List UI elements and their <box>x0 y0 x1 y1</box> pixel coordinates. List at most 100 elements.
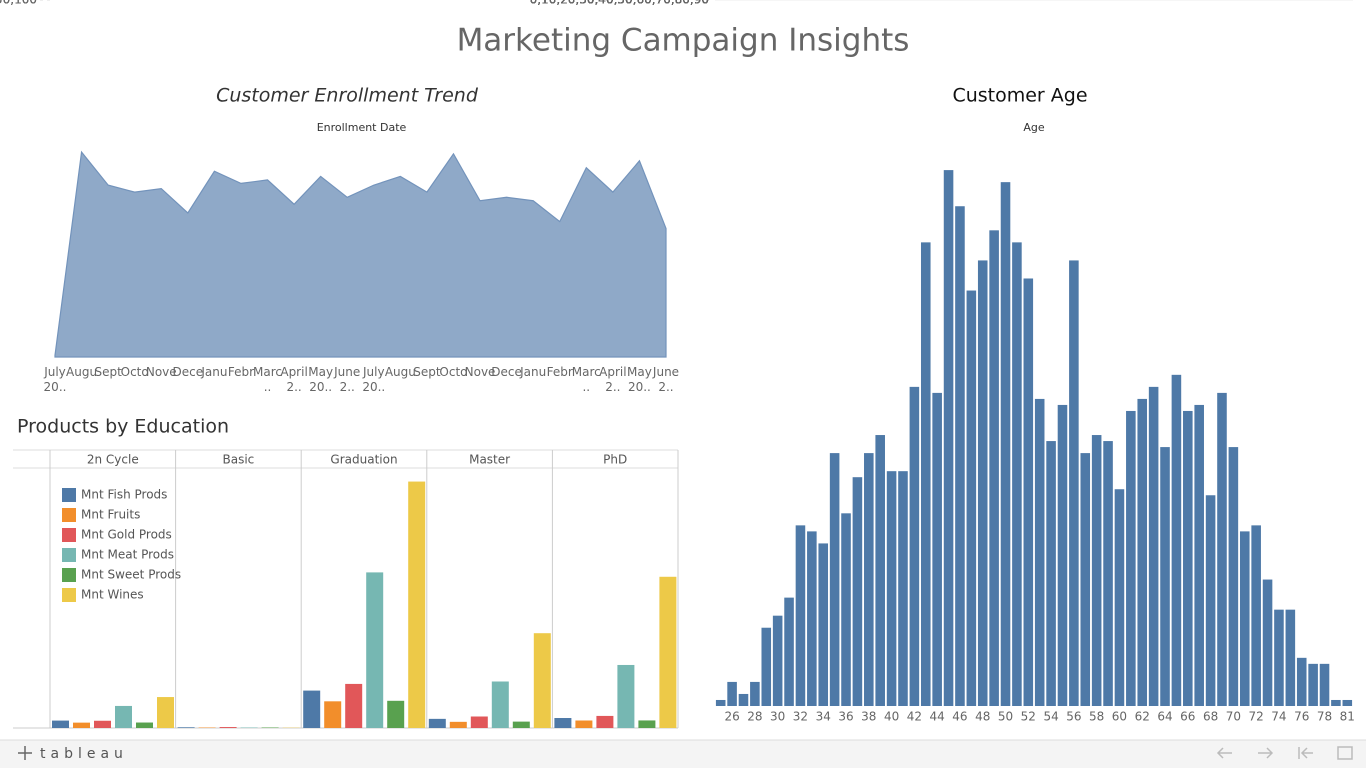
facet-label: Basic <box>223 453 255 467</box>
bar <box>1183 410 1193 706</box>
x-tick-label: 70 <box>1226 710 1241 724</box>
bar <box>1057 404 1068 706</box>
x-tick-label: 34 <box>816 710 831 724</box>
x-tick-label: 44 <box>930 710 945 724</box>
bar <box>1080 453 1091 706</box>
chart-title: Customer Enrollment Trend <box>216 85 479 107</box>
facet-label: 2n Cycle <box>87 453 139 467</box>
x-tick-label: Marc.. <box>253 365 282 394</box>
bar <box>1228 447 1239 706</box>
x-tick-label: April 2.. <box>280 365 307 394</box>
facet-label: Graduation <box>330 453 397 467</box>
bar <box>1262 579 1273 706</box>
legend-label: Mnt Wines <box>81 588 144 602</box>
y-tick-label: 0,10,20,30,40,50,60,70,80,90 <box>530 0 709 7</box>
bar <box>1308 663 1318 706</box>
bar <box>366 572 384 728</box>
x-tick-label: 54 <box>1043 710 1058 724</box>
bar <box>875 435 885 706</box>
bar <box>428 718 446 728</box>
x-tick-label: 60 <box>1112 710 1127 724</box>
x-tick-label: 58 <box>1089 710 1104 724</box>
y-tick-label: 0,10,20,30,40,50,60,70,80,90 <box>530 0 709 7</box>
bar <box>1274 609 1284 706</box>
x-tick-label: May 20.. <box>308 365 333 394</box>
bar <box>470 716 488 728</box>
bar <box>886 471 897 706</box>
x-tick-label: Nove <box>146 365 177 379</box>
bar <box>1160 447 1170 706</box>
bar <box>136 722 153 728</box>
y-tick-label: 0,10,20,30,40,50,60,70,80,90 <box>530 0 709 7</box>
x-tick-label: 28 <box>747 710 762 724</box>
facet-label: Master <box>469 453 510 467</box>
bar <box>1126 410 1136 706</box>
legend-label: Mnt Meat Prods <box>81 548 174 562</box>
bar <box>1194 404 1204 706</box>
bar <box>1342 699 1353 706</box>
x-tick-label: 30 <box>770 710 785 724</box>
chart-title: Customer Age <box>952 85 1087 107</box>
x-tick-label: May 20.. <box>627 365 652 394</box>
bar <box>909 386 920 706</box>
bar <box>966 290 977 706</box>
y-tick-label: 0,10,20,30,40,50,60,70,80,90 <box>530 0 709 7</box>
bar <box>1103 441 1113 706</box>
bar <box>261 727 279 728</box>
x-tick-label: 42 <box>907 710 922 724</box>
x-tick-label: 72 <box>1249 710 1264 724</box>
legend-swatch <box>62 528 76 542</box>
footer-brand: tableau <box>40 746 128 762</box>
bar <box>303 690 321 728</box>
bar <box>750 681 760 706</box>
axis-title: Age <box>1023 121 1045 134</box>
legend-swatch <box>62 588 76 602</box>
bar <box>898 471 908 706</box>
x-tick-label: Janu <box>200 365 227 379</box>
x-tick-label: 26 <box>724 710 739 724</box>
x-tick-label: 38 <box>861 710 876 724</box>
bar <box>115 705 132 728</box>
bar <box>1319 663 1330 706</box>
bar <box>177 727 195 728</box>
bar <box>795 525 806 706</box>
x-tick-label: 76 <box>1294 710 1309 724</box>
area <box>54 150 667 358</box>
bar <box>841 513 851 706</box>
legend-swatch <box>62 548 76 562</box>
legend-label: Mnt Fish Prods <box>81 488 167 502</box>
bar <box>818 543 829 706</box>
bar <box>157 697 174 728</box>
bar <box>1217 392 1227 706</box>
bar <box>533 633 551 728</box>
x-tick-label: 64 <box>1157 710 1172 724</box>
bar <box>738 693 749 706</box>
x-tick-label: June 2.. <box>333 365 360 394</box>
legend-label: Mnt Fruits <box>81 508 140 522</box>
x-tick-label: 50 <box>998 710 1013 724</box>
bar <box>1034 398 1045 706</box>
bar <box>345 683 363 728</box>
dashboard-title: Marketing Campaign Insights <box>457 23 910 59</box>
x-tick-label: 36 <box>838 710 853 724</box>
bar <box>1296 657 1307 706</box>
bar <box>408 481 426 728</box>
chart-title: Products by Education <box>17 416 229 438</box>
bar <box>920 242 931 707</box>
y-tick-label: 0,10,20,30,40,50,60,70,80,90 <box>530 0 709 7</box>
x-tick-label: 78 <box>1317 710 1332 724</box>
x-tick-label: Febr <box>547 365 573 379</box>
x-tick-label: 48 <box>975 710 990 724</box>
legend-swatch <box>62 568 76 582</box>
bar <box>617 664 635 728</box>
legend-label: Mnt Sweet Prods <box>81 568 181 582</box>
nav-icons[interactable] <box>1216 746 1353 760</box>
bar <box>955 206 965 706</box>
bar <box>659 576 677 728</box>
bar <box>977 260 988 706</box>
x-tick-label: 56 <box>1066 710 1081 724</box>
x-tick-label: April 2.. <box>599 365 626 394</box>
x-tick-label: 32 <box>793 710 808 724</box>
